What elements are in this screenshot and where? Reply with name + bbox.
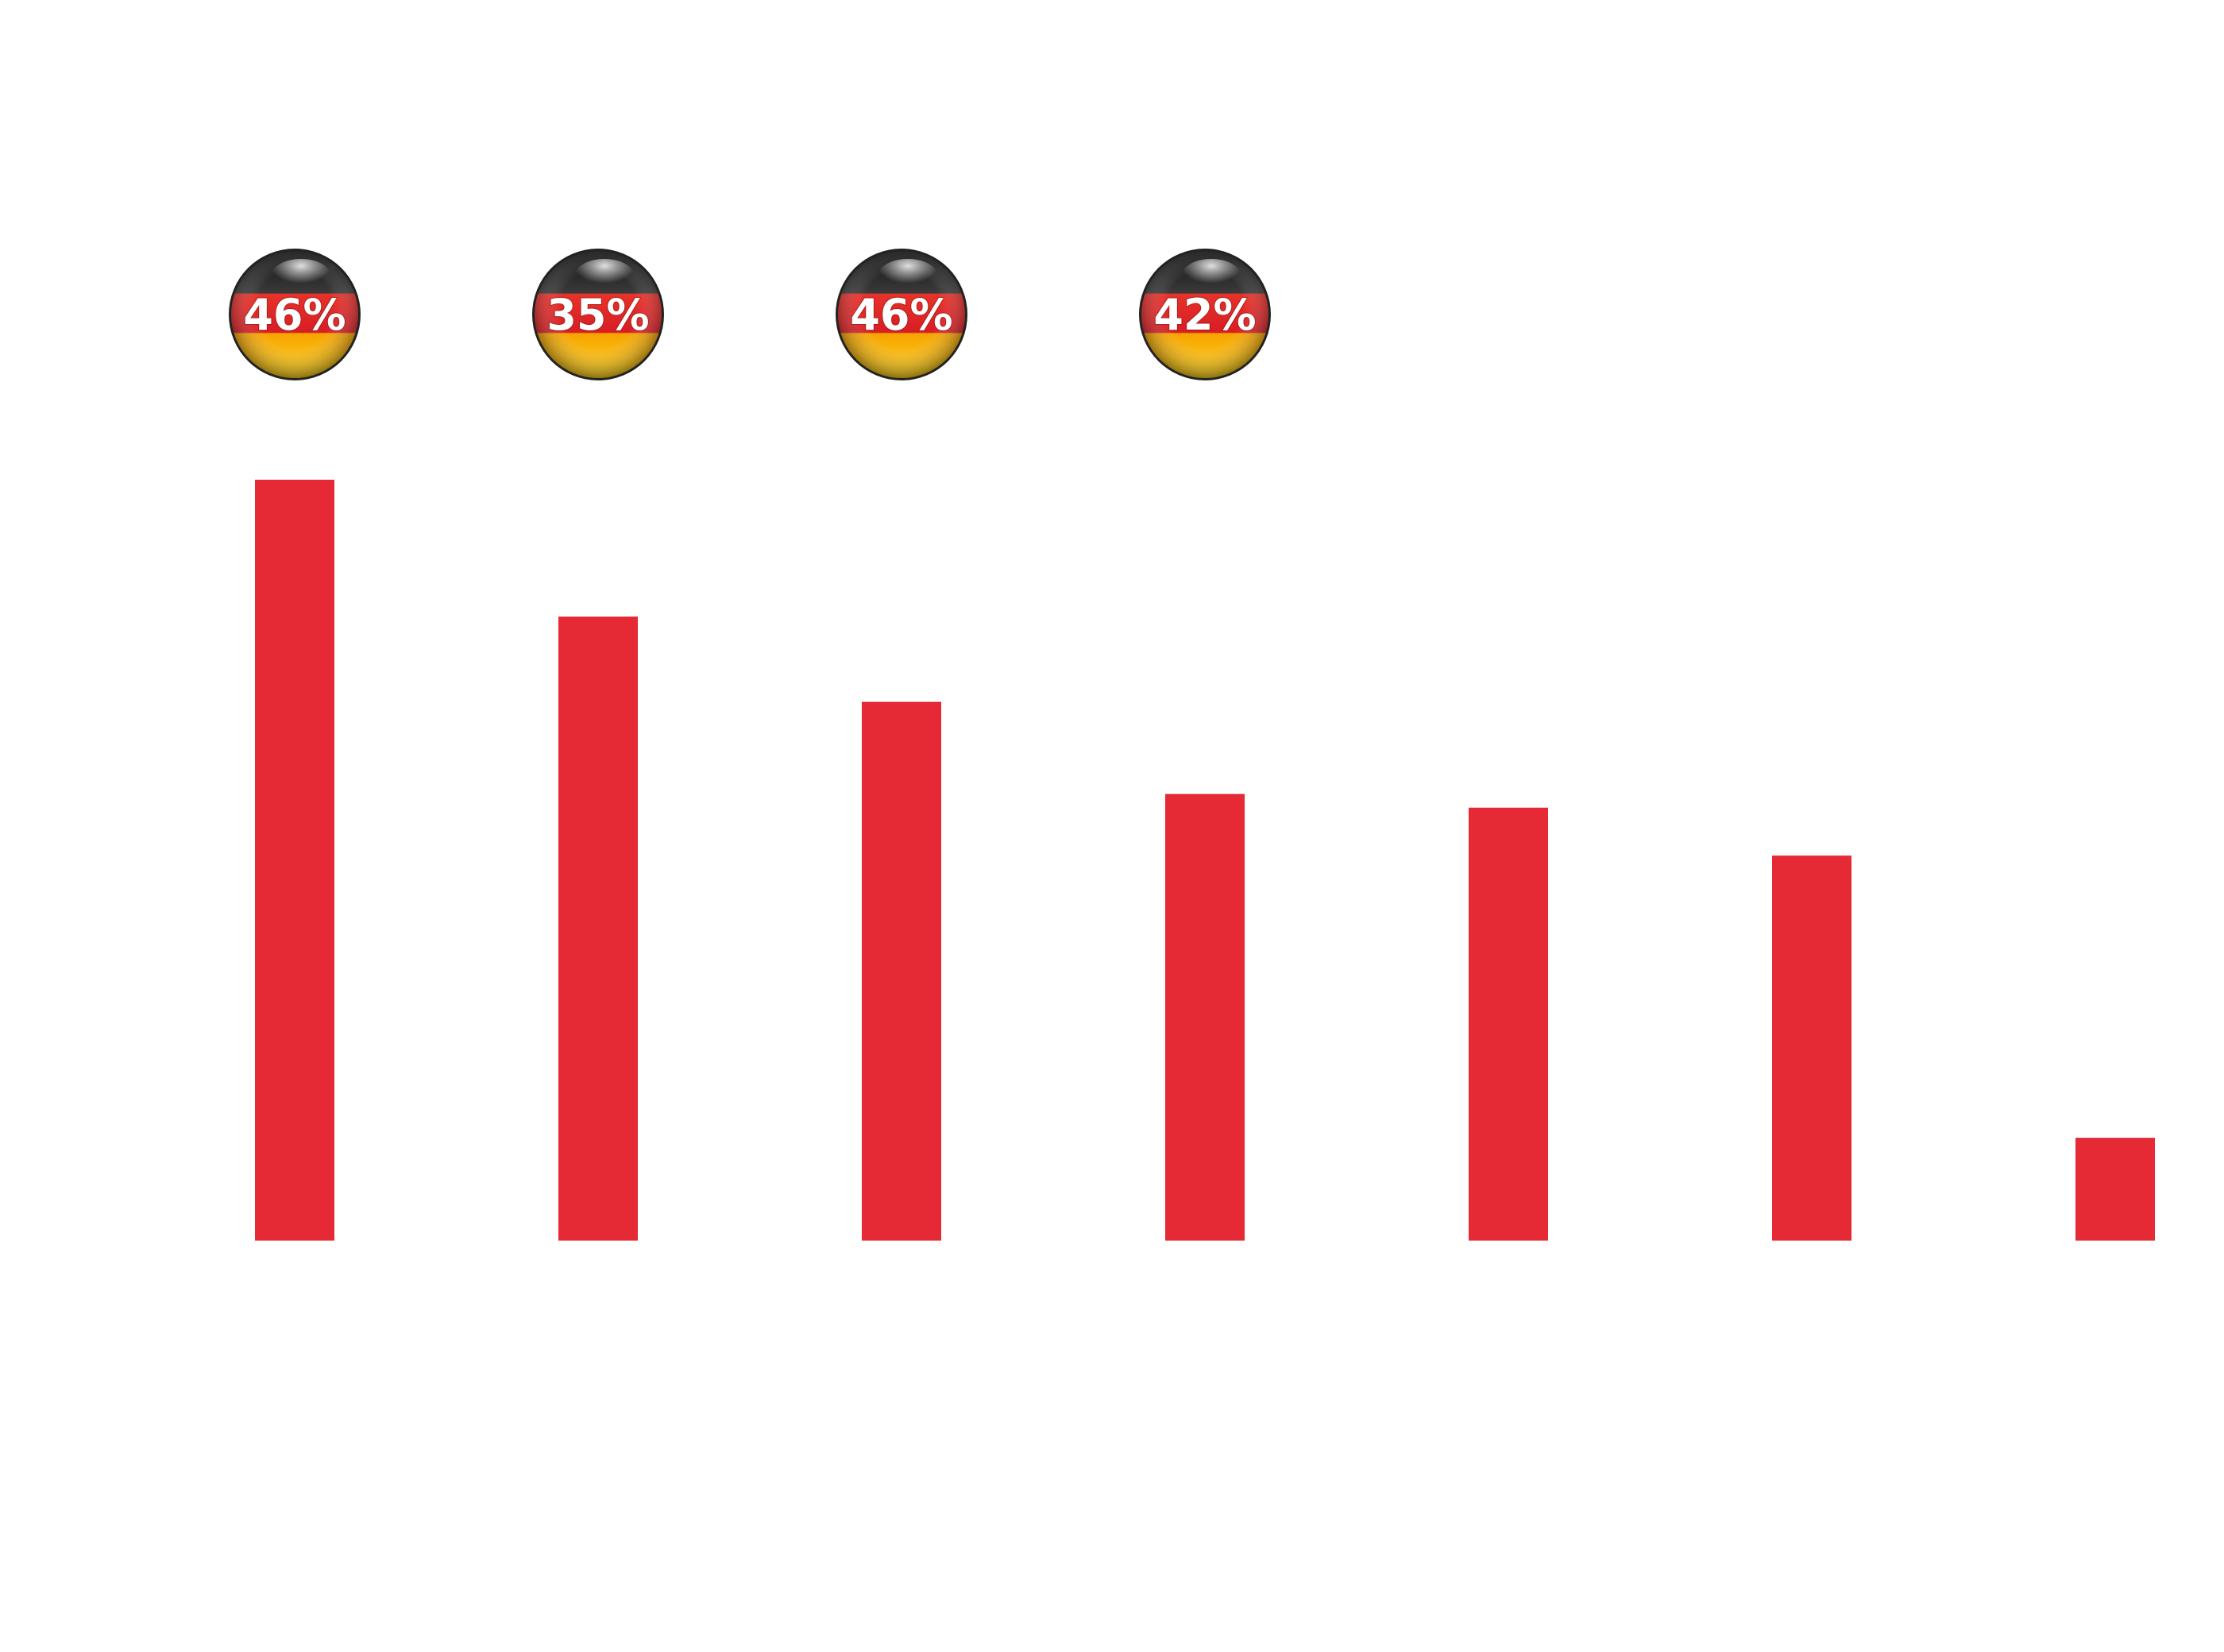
bar-6 [1772,855,1851,1241]
badge-gloss [878,259,938,294]
flag-badge-2: 35% [532,249,664,380]
bar-2 [558,616,638,1241]
badge-label-2: 35% [546,290,649,340]
bar-3 [862,701,941,1241]
badge-gloss [271,259,331,294]
badges-layer: 46% 35% 46% 42% [229,249,1271,380]
bar-7 [2075,1137,2155,1241]
bar-1 [255,480,334,1241]
bar-5 [1469,807,1548,1241]
bar-4 [1165,793,1245,1241]
badge-label-4: 42% [1153,290,1256,340]
badge-label-1: 46% [243,290,346,340]
flag-badge-4: 42% [1139,249,1271,380]
flag-badge-3: 46% [836,249,967,380]
flag-badge-1: 46% [229,249,361,380]
badge-label-3: 46% [850,290,952,340]
badge-gloss [1181,259,1241,294]
bars-layer [255,480,2155,1241]
badge-gloss [574,259,635,294]
